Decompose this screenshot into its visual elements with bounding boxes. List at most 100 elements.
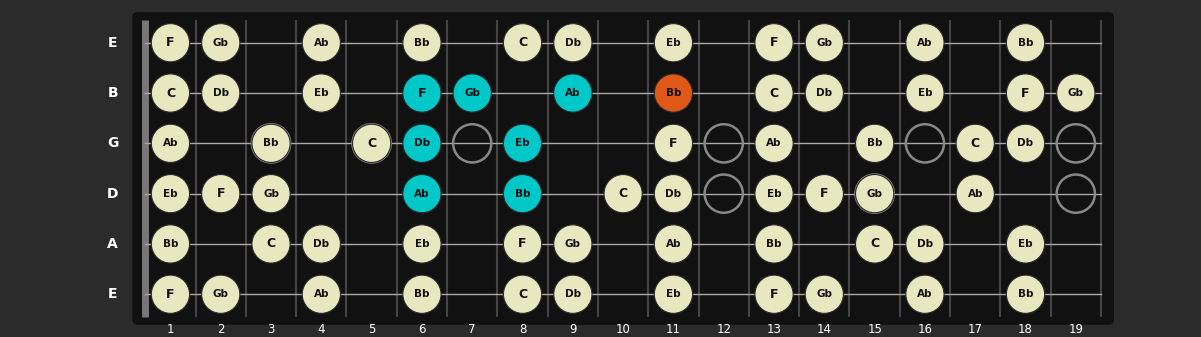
Ellipse shape bbox=[755, 124, 793, 162]
Ellipse shape bbox=[755, 275, 793, 313]
Ellipse shape bbox=[151, 124, 190, 162]
Text: 10: 10 bbox=[616, 323, 631, 336]
Ellipse shape bbox=[805, 275, 843, 313]
Text: 17: 17 bbox=[968, 323, 982, 336]
Ellipse shape bbox=[906, 24, 944, 62]
Text: C: C bbox=[518, 36, 527, 49]
Ellipse shape bbox=[503, 124, 542, 162]
Text: Bb: Bb bbox=[515, 189, 531, 198]
Ellipse shape bbox=[202, 24, 240, 62]
Text: 8: 8 bbox=[519, 323, 526, 336]
Text: Bb: Bb bbox=[665, 88, 681, 98]
Text: 5: 5 bbox=[368, 323, 376, 336]
Text: F: F bbox=[669, 137, 677, 150]
Text: Bb: Bb bbox=[263, 139, 279, 148]
Text: F: F bbox=[166, 288, 174, 301]
Ellipse shape bbox=[503, 175, 542, 213]
Text: C: C bbox=[368, 137, 376, 150]
Ellipse shape bbox=[402, 225, 441, 263]
Ellipse shape bbox=[503, 225, 542, 263]
Text: Eb: Eb bbox=[766, 189, 782, 198]
Text: C: C bbox=[870, 238, 879, 250]
Text: 4: 4 bbox=[317, 323, 325, 336]
Text: F: F bbox=[418, 87, 426, 99]
Ellipse shape bbox=[402, 74, 441, 112]
Text: 19: 19 bbox=[1069, 323, 1083, 336]
Text: 7: 7 bbox=[468, 323, 476, 336]
Text: C: C bbox=[166, 87, 175, 99]
Text: 3: 3 bbox=[268, 323, 275, 336]
Text: 18: 18 bbox=[1018, 323, 1033, 336]
Text: Eb: Eb bbox=[1018, 239, 1033, 249]
Ellipse shape bbox=[1057, 74, 1095, 112]
Text: 14: 14 bbox=[817, 323, 832, 336]
Ellipse shape bbox=[1006, 74, 1045, 112]
Ellipse shape bbox=[1006, 225, 1045, 263]
Text: Bb: Bb bbox=[162, 239, 178, 249]
Text: E: E bbox=[108, 287, 118, 301]
Ellipse shape bbox=[554, 275, 592, 313]
Text: Gb: Gb bbox=[1068, 88, 1083, 98]
Text: C: C bbox=[619, 187, 628, 200]
Text: Bb: Bb bbox=[1017, 38, 1033, 48]
Text: Eb: Eb bbox=[414, 239, 429, 249]
Ellipse shape bbox=[554, 225, 592, 263]
Ellipse shape bbox=[151, 24, 190, 62]
Text: Db: Db bbox=[665, 189, 681, 198]
Text: Db: Db bbox=[1017, 139, 1034, 148]
Text: C: C bbox=[518, 288, 527, 301]
Text: Bb: Bb bbox=[766, 239, 782, 249]
Ellipse shape bbox=[503, 275, 542, 313]
Text: F: F bbox=[519, 238, 527, 250]
Text: Db: Db bbox=[564, 38, 581, 48]
Text: Db: Db bbox=[213, 88, 229, 98]
Text: Gb: Gb bbox=[213, 289, 228, 299]
Text: Gb: Gb bbox=[817, 289, 832, 299]
Text: F: F bbox=[770, 288, 778, 301]
Text: Ab: Ab bbox=[313, 289, 329, 299]
Text: Ab: Ab bbox=[665, 239, 681, 249]
Ellipse shape bbox=[655, 275, 693, 313]
Ellipse shape bbox=[755, 24, 793, 62]
Ellipse shape bbox=[755, 74, 793, 112]
Ellipse shape bbox=[906, 74, 944, 112]
Text: C: C bbox=[267, 238, 275, 250]
Ellipse shape bbox=[202, 74, 240, 112]
Ellipse shape bbox=[202, 175, 240, 213]
Text: Db: Db bbox=[564, 289, 581, 299]
Text: Db: Db bbox=[313, 239, 329, 249]
Ellipse shape bbox=[755, 225, 793, 263]
Ellipse shape bbox=[805, 74, 843, 112]
Text: Gb: Gb bbox=[465, 88, 480, 98]
Ellipse shape bbox=[1006, 275, 1045, 313]
Ellipse shape bbox=[805, 175, 843, 213]
Text: Gb: Gb bbox=[263, 189, 279, 198]
Text: E: E bbox=[108, 36, 118, 50]
Ellipse shape bbox=[503, 24, 542, 62]
Ellipse shape bbox=[655, 24, 693, 62]
Ellipse shape bbox=[402, 124, 441, 162]
Ellipse shape bbox=[151, 175, 190, 213]
Text: Gb: Gb bbox=[564, 239, 581, 249]
Ellipse shape bbox=[1006, 24, 1045, 62]
Text: F: F bbox=[820, 187, 829, 200]
Text: F: F bbox=[1021, 87, 1029, 99]
Text: 13: 13 bbox=[766, 323, 782, 336]
Ellipse shape bbox=[303, 74, 340, 112]
Text: Db: Db bbox=[817, 88, 832, 98]
Text: Ab: Ab bbox=[313, 38, 329, 48]
Text: Eb: Eb bbox=[313, 88, 329, 98]
Ellipse shape bbox=[303, 225, 340, 263]
Text: 16: 16 bbox=[918, 323, 932, 336]
Text: F: F bbox=[216, 187, 225, 200]
Text: B: B bbox=[107, 86, 118, 100]
Text: Eb: Eb bbox=[515, 139, 530, 148]
Ellipse shape bbox=[855, 175, 894, 213]
Ellipse shape bbox=[402, 275, 441, 313]
Text: Ab: Ab bbox=[766, 139, 782, 148]
Ellipse shape bbox=[202, 275, 240, 313]
Ellipse shape bbox=[655, 124, 693, 162]
Ellipse shape bbox=[252, 225, 291, 263]
Text: Ab: Ab bbox=[968, 189, 982, 198]
Text: C: C bbox=[970, 137, 980, 150]
